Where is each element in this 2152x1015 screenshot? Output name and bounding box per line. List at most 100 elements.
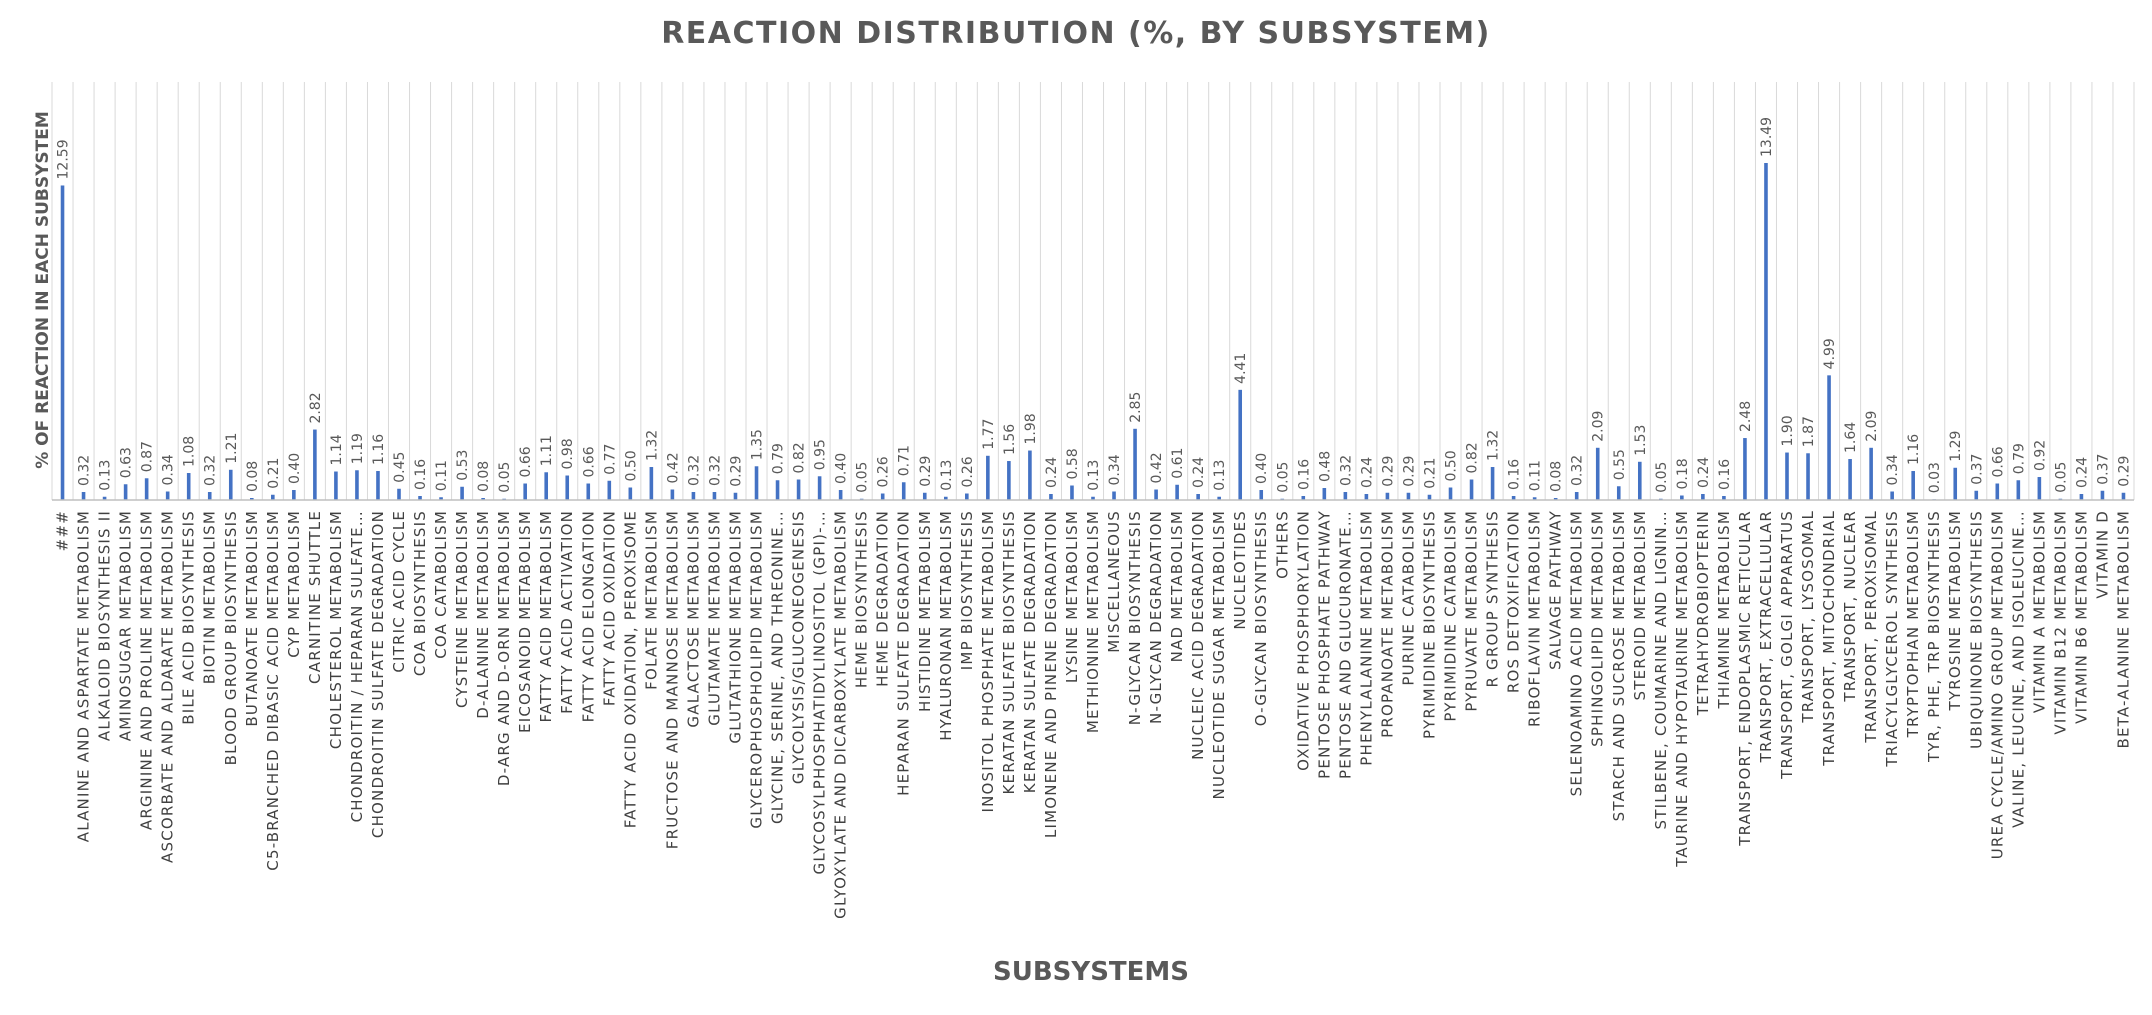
bar	[586, 483, 591, 500]
bar	[1553, 498, 1558, 500]
data-label: 0.13	[98, 460, 114, 491]
data-label: 0.37	[2095, 454, 2111, 485]
bar	[986, 455, 990, 500]
data-label: 0.32	[686, 455, 702, 486]
x-tick-label: TRANSPORT, NUCLEAR	[1841, 510, 1859, 703]
bar	[880, 493, 885, 500]
x-tick-label: EICOSANOID METABOLISM	[516, 510, 534, 733]
bar	[775, 480, 780, 500]
x-tick-label: ALKALOID BIOSYNTHESIS II	[96, 510, 114, 741]
data-label: 0.29	[2116, 456, 2132, 487]
bar	[1890, 491, 1894, 500]
data-label: 0.40	[834, 453, 850, 484]
x-tick-label: BILE ACID BIOSYNTHESIS	[180, 510, 198, 725]
data-label: 1.77	[981, 419, 997, 450]
data-label: 0.26	[876, 456, 892, 487]
bar	[1049, 494, 1053, 500]
bars	[60, 163, 2126, 501]
x-tick-label: PROPANOATE METABOLISM	[1378, 510, 1396, 738]
data-label: 2.09	[1591, 411, 1607, 442]
bar	[1112, 491, 1116, 500]
data-label: 0.82	[1465, 442, 1481, 473]
x-tick-label: NUCLEOTIDES	[1231, 510, 1249, 630]
bar	[418, 496, 422, 500]
bar	[334, 471, 338, 500]
bar	[1806, 453, 1810, 500]
data-label: 1.35	[750, 429, 766, 460]
data-label: 1.56	[1002, 424, 1018, 455]
data-label: 0.34	[1107, 454, 1123, 485]
data-label: 2.85	[1128, 392, 1144, 423]
x-tick-label: HEME BIOSYNTHESIS	[853, 510, 871, 688]
bar	[1154, 489, 1158, 500]
data-label: 0.66	[1990, 446, 2006, 477]
x-tick-label: FATTY ACID OXIDATION, PEROXISOME	[621, 510, 639, 828]
x-tick-label: ###	[54, 510, 72, 551]
x-tick-label: HISTIDINE METABOLISM	[916, 510, 934, 712]
bar	[691, 492, 696, 500]
bar	[271, 494, 275, 500]
x-tick-label: FRUCTOSE AND MANNOSE METABOLISM	[663, 510, 681, 849]
x-tick-label: BIOTIN METABOLISM	[201, 510, 219, 684]
x-tick-label: FATTY ACID ELONGATION	[579, 510, 597, 722]
data-label: 0.24	[1359, 457, 1375, 488]
x-tick-label: GLYCEROPHOSPHOLIPID METABOLISM	[748, 510, 766, 829]
bar	[481, 498, 485, 500]
x-tick-label: TRANSPORT, PEROXISOMAL	[1862, 510, 1880, 744]
bar	[1448, 487, 1453, 500]
bar	[922, 492, 927, 500]
x-tick-label: GLYCOSYLPHOSPHATIDYLINOSITOL (GPI)-…	[811, 510, 829, 874]
data-label: 1.32	[644, 430, 660, 461]
data-label: 0.32	[77, 455, 93, 486]
data-label: 2.82	[308, 392, 324, 423]
data-label: 0.11	[1528, 460, 1544, 491]
x-tick-label: CYSTEINE METABOLISM	[453, 510, 471, 708]
x-tick-label: FATTY ACID METABOLISM	[537, 510, 555, 723]
data-label: 1.08	[182, 436, 198, 467]
data-label: 1.53	[1633, 425, 1649, 456]
data-label: 0.34	[1885, 454, 1901, 485]
x-tick-label: STEROID METABOLISM	[1631, 510, 1649, 701]
data-label: 0.21	[1422, 458, 1438, 489]
data-label: 1.29	[1948, 431, 1964, 462]
bar	[144, 478, 149, 500]
x-tick-label: LIMONENE AND PINENE DEGRADATION	[1042, 510, 1060, 838]
x-tick-label: STILBENE, COUMARINE AND LIGNIN…	[1652, 510, 1670, 830]
x-tick-label: TRYPTOPHAN METABOLISM	[1904, 510, 1922, 738]
data-label: 0.71	[897, 445, 913, 476]
data-label: 0.32	[1338, 455, 1354, 486]
data-label: 0.13	[939, 460, 955, 491]
data-label: 0.13	[1086, 460, 1102, 491]
data-label: 0.34	[161, 454, 177, 485]
data-label: 0.29	[1380, 456, 1396, 487]
data-label: 0.53	[455, 450, 471, 481]
x-tick-label: MISCELLANEOUS	[1105, 510, 1123, 653]
x-tick-label: N-GLYCAN BIOSYNTHESIS	[1126, 510, 1144, 725]
x-tick-label: NAD METABOLISM	[1168, 510, 1186, 662]
bar	[817, 476, 822, 500]
data-label: 0.32	[203, 455, 219, 486]
bar	[1406, 492, 1411, 500]
x-tick-label: GLYCOLYSIS/GLUCONEOGENESIS	[790, 510, 808, 784]
bar	[1722, 496, 1726, 500]
bar	[1007, 461, 1011, 500]
bar	[1091, 496, 1095, 500]
data-label: 0.05	[1654, 462, 1670, 493]
data-label: 0.08	[476, 461, 492, 492]
x-tick-label: IMP BIOSYNTHESIS	[958, 510, 976, 670]
bar	[712, 492, 717, 500]
x-tick-label: CHOLESTEROL METABOLISM	[327, 510, 345, 749]
x-tick-label: VITAMIN A METABOLISM	[2030, 510, 2048, 713]
bar	[1175, 484, 1179, 500]
data-label: 0.18	[1675, 458, 1691, 489]
data-label: 1.87	[1801, 416, 1817, 447]
bar	[1848, 459, 1852, 500]
x-tick-label: TETRAHYDROBIOPTERIN	[1694, 510, 1712, 716]
data-label: 1.32	[1486, 430, 1502, 461]
data-label: 0.37	[1969, 454, 1985, 485]
data-label: 1.16	[1906, 434, 1922, 465]
bar	[838, 490, 843, 500]
bar	[1217, 496, 1221, 500]
data-label: 13.49	[1759, 117, 1775, 157]
x-tick-label: HEPARAN SULFATE DEGRADATION	[895, 510, 913, 796]
